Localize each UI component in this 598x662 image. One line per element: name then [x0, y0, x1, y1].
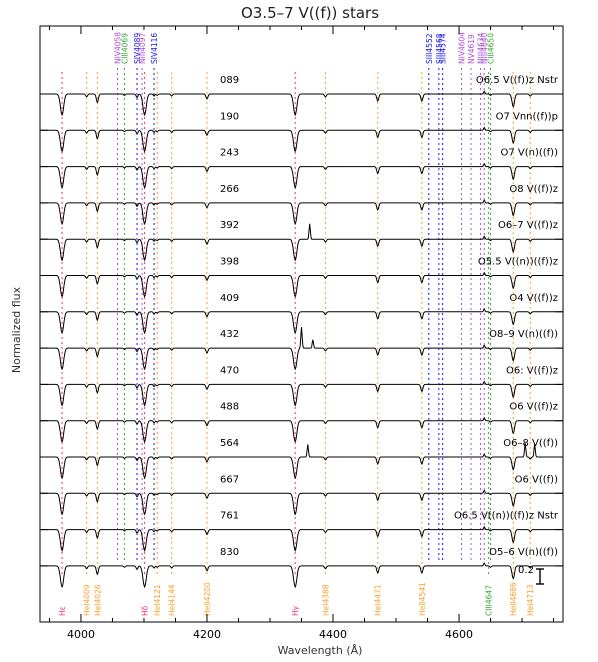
- line-label: SIII4552: [425, 33, 434, 64]
- spectrum-398: [40, 271, 563, 298]
- line-label: CIII4647: [485, 585, 494, 616]
- series-id-470: 470: [220, 365, 239, 376]
- spectrum-488: [40, 416, 563, 444]
- series-sptype-392: O6–7 V((f))z: [498, 220, 558, 231]
- series-sptype-432: O8–9 V(n)((f)): [489, 329, 558, 340]
- line-label: Hε: [58, 606, 67, 616]
- spectrum-667: [40, 489, 563, 516]
- line-label: HeII4686: [509, 582, 518, 616]
- series-sptype-488: O6 V((f))z: [509, 402, 558, 413]
- x-tick-label: 4200: [193, 628, 221, 641]
- spectrum-266: [40, 199, 563, 226]
- series-sptype-089: O6.5 V((f))z Nstr: [476, 75, 559, 86]
- spectrum-392: [40, 223, 563, 262]
- series-labels: 089 O6.5 V((f))z Nstr 190 O7 Vnn((f))p 243 O7…: [220, 75, 559, 558]
- x-tick-label: 4000: [67, 628, 95, 641]
- line-label: SIII4574: [439, 33, 448, 64]
- line-label: Hγ: [291, 605, 300, 616]
- line-label: HeI4144: [168, 584, 177, 616]
- series-sptype-470: O6: V((f))z: [506, 365, 558, 376]
- series-sptype-667: O6 V((f)): [515, 474, 558, 485]
- scale-bar-label: 0.2: [518, 565, 534, 576]
- series-id-830: 830: [220, 547, 239, 558]
- spectra: [40, 90, 563, 589]
- x-tick-label: 4600: [445, 628, 473, 641]
- x-axis-label: Wavelength (Å): [278, 644, 363, 657]
- series-id-667: 667: [220, 474, 239, 485]
- line-label: HeII4200: [203, 582, 212, 616]
- spectrum-830: [40, 562, 563, 589]
- series-id-089: 089: [220, 75, 239, 86]
- line-label: HeII4541: [418, 582, 427, 616]
- series-id-243: 243: [220, 148, 239, 159]
- spectrum-089: [40, 90, 563, 117]
- line-label: NIII4640: [480, 32, 489, 64]
- series-id-398: 398: [220, 257, 239, 268]
- series-id-488: 488: [220, 402, 239, 413]
- y-axis-label: Normalized flux: [10, 286, 23, 373]
- spectrum-564: [40, 442, 563, 480]
- line-label: NIV4604: [458, 32, 467, 64]
- line-label: SIV4089: [133, 33, 142, 64]
- series-sptype-243: O7 V(n)((f)): [500, 148, 558, 159]
- spectrum-409: [40, 308, 563, 335]
- line-label: HeI4026: [93, 584, 102, 616]
- chart-title: O3.5–7 V((f)) stars: [241, 4, 379, 22]
- series-id-761: 761: [220, 511, 239, 522]
- spectrum-761: [40, 525, 563, 552]
- line-label: CIII4650: [487, 33, 496, 64]
- spectrum-190: [40, 126, 563, 153]
- x-ticks: 4000 4200 4400 4600: [48, 26, 555, 641]
- spectrum-470: [40, 380, 563, 407]
- line-label: HeI4121: [153, 584, 162, 616]
- series-sptype-190: O7 Vnn((f))p: [496, 111, 558, 122]
- line-label: CIII4069: [120, 33, 129, 64]
- line-label: HeI4713: [526, 584, 535, 616]
- line-label: HeI4471: [374, 584, 383, 616]
- series-id-432: 432: [220, 329, 239, 340]
- line-label: NV4619: [467, 34, 476, 64]
- series-sptype-761: O6.5 V((n))((f))z Nstr: [454, 511, 559, 522]
- line-label: NIII4097: [138, 32, 147, 64]
- line-label: NIV4058: [114, 32, 123, 64]
- series-sptype-564: O6–8 V((f)): [503, 438, 558, 449]
- series-id-190: 190: [220, 111, 239, 122]
- series-sptype-409: O4 V((f))z: [509, 293, 558, 304]
- series-sptype-830: O5–6 V(n)((f)): [489, 547, 558, 558]
- spectrum-432: [40, 327, 563, 371]
- line-label: Hδ: [141, 605, 150, 616]
- spectrum-243: [40, 162, 563, 189]
- x-tick-label: 4400: [319, 628, 347, 641]
- scale-bar: 0.2: [518, 565, 544, 585]
- line-label: NIII4634: [476, 32, 485, 64]
- series-id-564: 564: [220, 438, 239, 449]
- line-label: HeI4009: [83, 584, 92, 616]
- series-sptype-398: O5.5 V((n))((f))z: [478, 257, 558, 268]
- series-id-266: 266: [220, 184, 239, 195]
- series-id-409: 409: [220, 293, 239, 304]
- series-sptype-266: O8 V((f))z: [509, 184, 558, 195]
- line-label: SIV4116: [150, 33, 159, 64]
- series-id-392: 392: [220, 220, 239, 231]
- line-label: SIII4568: [435, 33, 444, 64]
- line-label: HeI4388: [321, 584, 330, 616]
